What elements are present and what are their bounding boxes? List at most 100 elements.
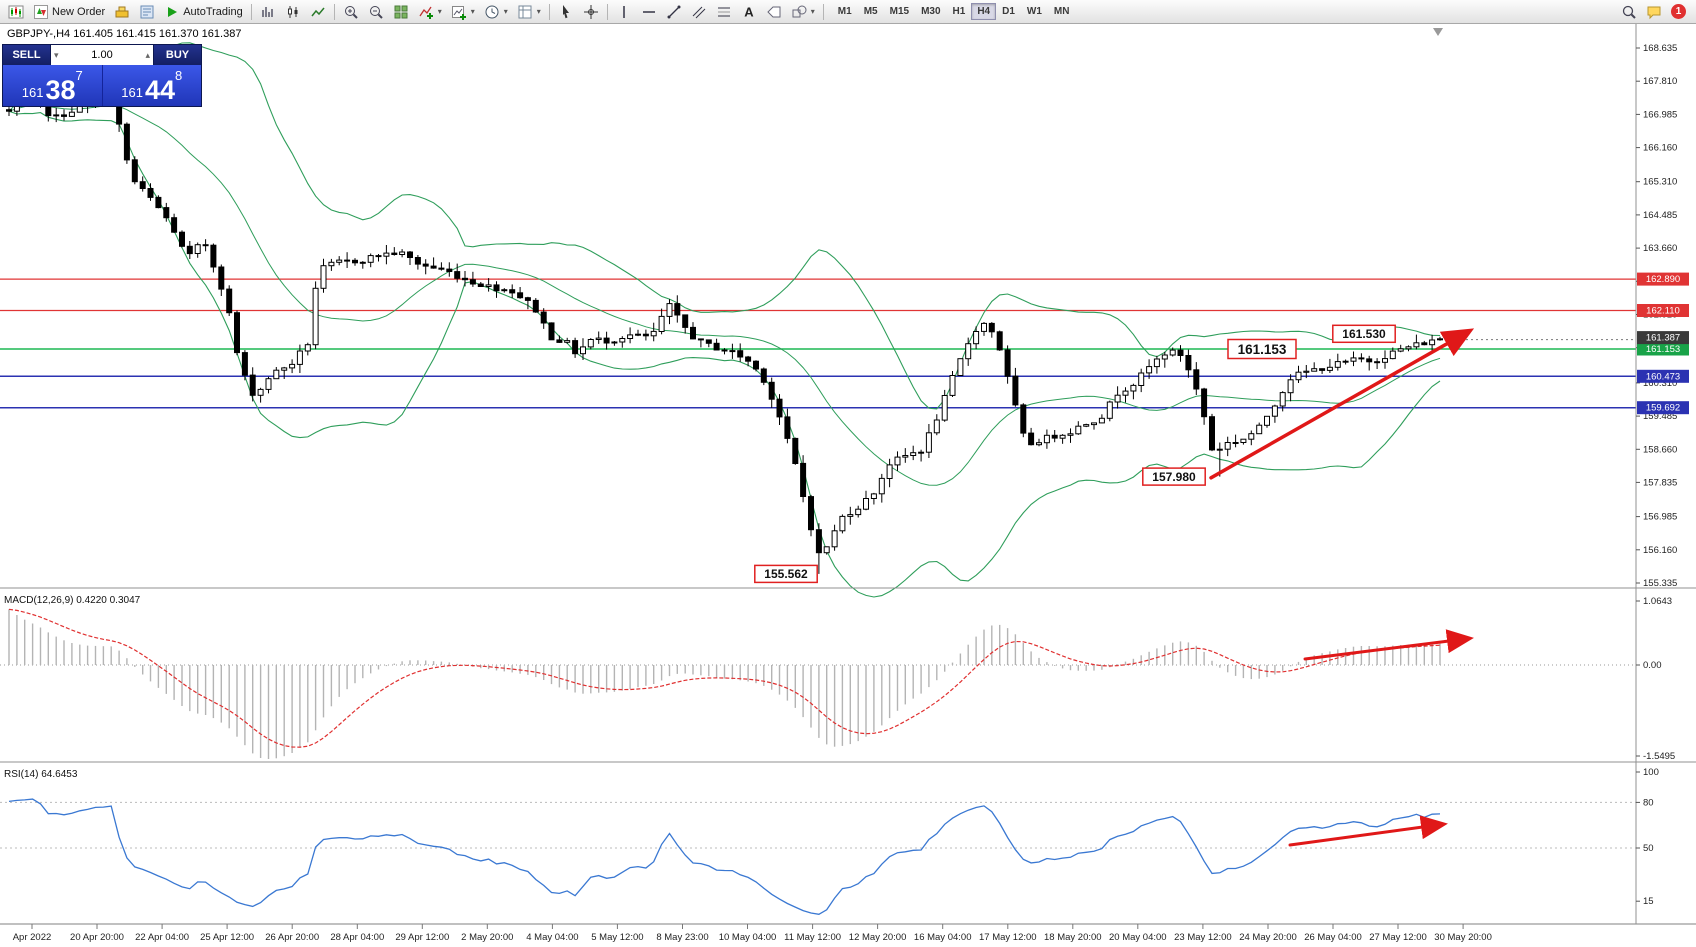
text-icon[interactable]: A <box>737 1 761 23</box>
timeframe-h4[interactable]: H4 <box>971 3 997 20</box>
shapes-icon[interactable]: ▾ <box>787 1 819 23</box>
volume-control: ▾ 1.00 ▴ <box>51 45 153 65</box>
templates-icon[interactable]: ▾ <box>513 1 545 23</box>
timeframe-m15[interactable]: M15 <box>889 6 910 17</box>
svg-text:157.980: 157.980 <box>1152 470 1196 484</box>
svg-text:A: A <box>744 4 754 19</box>
time-axis[interactable]: Apr 2022 20 Apr 20:00 22 Apr 04:00 25 Apr 1… <box>13 924 1492 943</box>
price-label-annotation[interactable]: 155.562 <box>754 564 818 584</box>
level-lines[interactable] <box>0 278 1636 409</box>
svg-text:16 May 04:00: 16 May 04:00 <box>914 932 972 943</box>
price-label-annotation[interactable]: 161.530 <box>1332 324 1396 344</box>
dropdown-arrow-icon[interactable]: ▾ <box>536 7 541 16</box>
dropdown-arrow-icon[interactable]: ▾ <box>503 7 508 16</box>
svg-text:8 May 23:00: 8 May 23:00 <box>656 932 708 943</box>
volume-input[interactable]: 1.00 <box>91 49 113 61</box>
trend-arrow[interactable] <box>1209 328 1475 480</box>
cursor-icon[interactable] <box>554 1 578 23</box>
volume-increase-arrow[interactable]: ▴ <box>145 49 150 60</box>
rsi-panel[interactable]: RSI(14) 64.6453 <box>0 769 1636 915</box>
autotrading-button[interactable]: AutoTrading <box>160 1 247 23</box>
svg-text:0.00: 0.00 <box>1643 660 1662 671</box>
toolbar-separator <box>606 3 608 20</box>
svg-text:159.692: 159.692 <box>1646 403 1680 414</box>
label-icon[interactable] <box>762 1 786 23</box>
crosshair-icon[interactable] <box>579 1 603 23</box>
timeframe-d1[interactable]: D1 <box>1002 6 1015 17</box>
toolbar-separator <box>333 3 335 20</box>
channel-icon[interactable] <box>687 1 711 23</box>
svg-text:24 May 20:00: 24 May 20:00 <box>1239 932 1297 943</box>
dropdown-arrow-icon[interactable]: ▾ <box>437 7 442 16</box>
timeframe-m1[interactable]: M1 <box>837 6 852 17</box>
svg-text:161.153: 161.153 <box>1238 342 1287 357</box>
profiles-icon[interactable]: ▾ <box>480 1 512 23</box>
indicators-icon[interactable]: ▾ <box>414 1 446 23</box>
sell-button[interactable]: SELL <box>3 45 51 65</box>
ask-point: 8 <box>175 68 183 83</box>
svg-text:2 May 20:00: 2 May 20:00 <box>461 932 513 943</box>
dropdown-arrow-icon[interactable]: ▾ <box>470 7 475 16</box>
svg-text:166.160: 166.160 <box>1643 143 1677 154</box>
chart-window-icon[interactable] <box>4 1 28 23</box>
price-label-annotation[interactable]: 161.153 <box>1227 338 1297 360</box>
price-axis[interactable]: 168.635 167.810 166.985 166.160 165.310 164.4… <box>1636 43 1689 907</box>
bid-pips: 38 <box>45 75 76 106</box>
svg-text:20 Apr 20:00: 20 Apr 20:00 <box>70 932 124 943</box>
bar-chart-icon[interactable] <box>256 1 280 23</box>
timeframe-mn[interactable]: MN <box>1053 6 1070 17</box>
svg-text:26 Apr 20:00: 26 Apr 20:00 <box>265 932 319 943</box>
svg-text:162.110: 162.110 <box>1646 306 1680 317</box>
timeframe-w1[interactable]: W1 <box>1026 6 1042 17</box>
vertical-line-icon[interactable] <box>612 1 636 23</box>
new-order-button[interactable]: New Order <box>29 1 109 23</box>
bid-price[interactable]: 161 38 7 <box>3 65 102 106</box>
svg-text:-1.5495: -1.5495 <box>1643 751 1675 762</box>
svg-text:168.635: 168.635 <box>1643 43 1677 54</box>
svg-text:4 May 04:00: 4 May 04:00 <box>526 932 578 943</box>
svg-text:18 May 20:00: 18 May 20:00 <box>1044 932 1102 943</box>
new-chart-icon[interactable]: ▾ <box>447 1 479 23</box>
svg-text:166.985: 166.985 <box>1643 109 1677 120</box>
search-icon[interactable] <box>1617 1 1641 23</box>
svg-text:155.335: 155.335 <box>1643 578 1677 589</box>
volume-decrease-arrow[interactable]: ▾ <box>54 49 59 60</box>
svg-text:20 May 04:00: 20 May 04:00 <box>1109 932 1167 943</box>
zoom-out-icon[interactable] <box>364 1 388 23</box>
svg-text:161.387: 161.387 <box>1646 333 1680 344</box>
dropdown-arrow-icon[interactable]: ▾ <box>810 7 815 16</box>
price-label-annotation[interactable]: 157.980 <box>1142 467 1206 486</box>
candlestick-series[interactable] <box>6 88 1443 574</box>
chat-icon[interactable] <box>1642 1 1666 23</box>
svg-text:160.473: 160.473 <box>1646 371 1680 382</box>
zoom-in-icon[interactable] <box>339 1 363 23</box>
candlestick-chart-icon[interactable] <box>281 1 305 23</box>
tile-windows-icon[interactable] <box>389 1 413 23</box>
notification-badge[interactable]: 1 <box>1671 4 1686 19</box>
svg-text:158.660: 158.660 <box>1643 444 1677 455</box>
timeframe-m5[interactable]: M5 <box>863 6 878 17</box>
svg-text:165.310: 165.310 <box>1643 177 1677 188</box>
svg-text:50: 50 <box>1643 843 1654 854</box>
timeframe-h1[interactable]: H1 <box>952 6 966 17</box>
chart-shift-marker-icon[interactable] <box>1433 28 1443 36</box>
bid-base: 161 <box>21 85 44 100</box>
one-click-trading-panel: SELL ▾ 1.00 ▴ BUY 161 38 7 161 44 8 <box>2 44 202 107</box>
toolbar-separator <box>548 3 550 20</box>
experts-icon[interactable] <box>135 1 159 23</box>
svg-text:1.0643: 1.0643 <box>1643 596 1672 607</box>
metaeditor-icon[interactable] <box>110 1 134 23</box>
buy-button[interactable]: BUY <box>153 45 201 65</box>
fibonacci-icon[interactable] <box>712 1 736 23</box>
timeframe-m30[interactable]: M30 <box>921 6 941 17</box>
ask-price[interactable]: 161 44 8 <box>101 65 202 106</box>
svg-text:10 May 04:00: 10 May 04:00 <box>719 932 777 943</box>
svg-text:100: 100 <box>1643 767 1659 778</box>
svg-text:155.562: 155.562 <box>764 567 808 581</box>
horizontal-line-icon[interactable] <box>637 1 661 23</box>
trendline-icon[interactable] <box>662 1 686 23</box>
svg-text:22 Apr 04:00: 22 Apr 04:00 <box>135 932 189 943</box>
macd-panel[interactable]: MACD(12,26,9) 0.4220 0.3047 <box>0 595 1636 759</box>
line-chart-icon[interactable] <box>306 1 330 23</box>
